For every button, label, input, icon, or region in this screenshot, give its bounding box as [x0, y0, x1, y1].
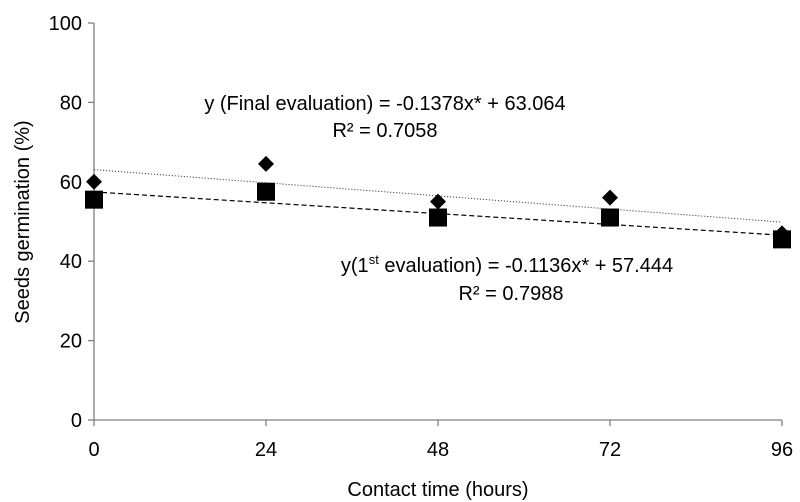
first-equation: y(1st evaluation) = -0.1136x* + 57.444 — [341, 252, 673, 277]
y-tick-label: 100 — [49, 13, 82, 35]
y-tick-label: 60 — [60, 172, 82, 194]
final-equation: y (Final evaluation) = -0.1378x* + 63.06… — [204, 93, 565, 115]
final-r2: R² = 0.7058 — [332, 120, 437, 142]
marker-first — [773, 230, 791, 249]
marker-first — [257, 182, 275, 201]
x-tick-label: 72 — [599, 439, 621, 461]
x-axis-title: Contact time (hours) — [347, 479, 528, 501]
axes: 0 20 40 60 80 100 0 24 48 72 96 — [49, 13, 794, 461]
first-r2: R² = 0.7988 — [458, 283, 563, 305]
marker-first — [429, 208, 447, 227]
marker-final — [258, 155, 274, 172]
y-axis-title: Seeds germination (%) — [12, 120, 34, 323]
markers — [85, 155, 791, 249]
x-tick-label: 96 — [771, 439, 793, 461]
marker-final — [602, 189, 618, 206]
marker-final — [86, 173, 102, 190]
first-equation-sup: st — [369, 252, 380, 267]
x-tick-label: 24 — [255, 439, 277, 461]
y-tick-label: 0 — [71, 410, 82, 432]
first-equation-prefix: y(1 — [341, 255, 369, 277]
x-tick-label: 0 — [88, 439, 99, 461]
y-tick-label: 40 — [60, 251, 82, 273]
y-tick-label: 80 — [60, 92, 82, 114]
x-tick-label: 48 — [427, 439, 449, 461]
marker-final — [430, 193, 446, 210]
marker-first — [85, 190, 103, 209]
first-equation-suffix: evaluation) = -0.1136x* + 57.444 — [379, 255, 673, 277]
marker-first — [601, 208, 619, 227]
y-tick-label: 20 — [60, 331, 82, 353]
